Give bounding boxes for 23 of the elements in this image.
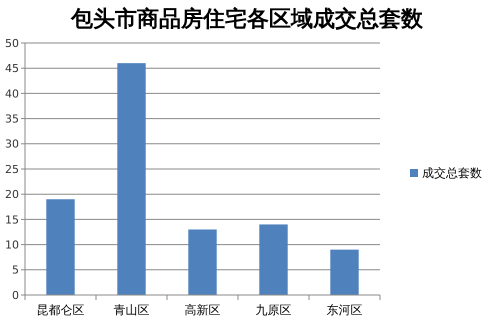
- x-tick-label: 高新区: [184, 303, 220, 317]
- x-tick-label: 东河区: [326, 303, 362, 317]
- y-tick-label: 5: [12, 264, 19, 277]
- y-tick-label: 0: [12, 288, 19, 302]
- bar: [330, 250, 359, 295]
- y-tick-label: 15: [5, 213, 19, 226]
- x-tick-label: 昆都仑区: [36, 303, 84, 317]
- y-tick-label: 35: [5, 112, 19, 126]
- y-tick-label: 50: [5, 36, 19, 50]
- bar: [46, 199, 75, 295]
- x-tick-label: 青山区: [114, 303, 150, 317]
- chart-title: 包头市商品房住宅各区域成交总套数: [70, 6, 424, 32]
- legend-label: 成交总套数: [422, 166, 482, 180]
- bar: [259, 224, 288, 295]
- y-tick-label: 30: [5, 138, 19, 151]
- y-tick-label: 40: [5, 87, 19, 100]
- x-tick-label: 九原区: [256, 303, 292, 317]
- y-tick-label: 25: [5, 162, 19, 176]
- y-tick-label: 10: [5, 238, 19, 252]
- y-tick-label: 45: [5, 62, 19, 76]
- bar: [188, 229, 217, 295]
- y-tick-label: 20: [5, 188, 19, 202]
- bar: [117, 63, 146, 295]
